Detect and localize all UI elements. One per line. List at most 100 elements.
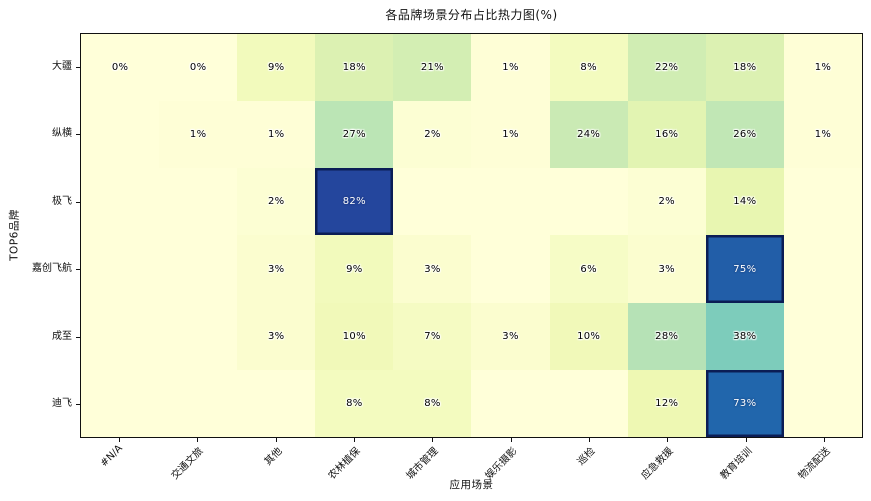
cell-annotation: 1% <box>502 62 519 74</box>
y-tick-label-0: 大疆 <box>52 60 72 72</box>
cell-annotation: 1% <box>189 129 207 141</box>
heatmap-cell-纵横-物流配送: 1% <box>783 101 862 169</box>
y-axis-title: TOP6品牌 <box>8 209 21 261</box>
cell-annotation: 9% <box>346 263 363 275</box>
heatmap-cell-大疆-农林植保: 18% <box>315 34 394 102</box>
cell-annotation: 3% <box>502 330 519 342</box>
heatmap-cell-迪飞-交通文旅 <box>159 369 238 437</box>
heatmap-cell-大疆-#N/A: 0% <box>81 34 160 102</box>
cell-annotation: 6% <box>580 263 597 275</box>
heatmap-cell-成至-物流配送 <box>783 302 862 370</box>
heatmap-cell-极飞-娱乐摄影 <box>471 168 550 236</box>
heatmap-cell-成至-巡检: 10% <box>549 302 628 370</box>
cell-annotation: 1% <box>502 129 519 141</box>
cell-annotation: 18% <box>342 62 366 74</box>
heatmap-cell-嘉创飞航-巡检: 6% <box>549 235 628 303</box>
y-tick-label-1: 纵横 <box>52 128 72 140</box>
x-tick-mark <box>510 438 512 442</box>
heatmap-cell-成至-应急救援: 28% <box>627 302 706 370</box>
heatmap-cell-嘉创飞航-#N/A <box>81 235 160 303</box>
heatmap-cell-极飞-农林植保: 82% <box>315 168 394 236</box>
cell-annotation: 1% <box>268 129 285 141</box>
heatmap-cell-大疆-交通文旅: 0% <box>159 34 238 102</box>
heatmap-cell-纵横-城市管理: 2% <box>393 101 472 169</box>
y-tick-label-4: 成至 <box>52 330 72 342</box>
y-tick-mark <box>76 336 80 338</box>
x-axis-title: 应用场景 <box>449 479 494 491</box>
cell-annotation: 28% <box>655 330 679 342</box>
heatmap-plot: 0% 0% 9% 18% 21% 1% 8% 22% 18% 1% 1% 1% 27% 2% 1% 24% 16… <box>80 33 863 438</box>
heatmap-cell-极飞-应急救援: 2% <box>627 168 706 236</box>
heatmap-cell-纵横-#N/A <box>81 101 160 169</box>
cell-annotation: 3% <box>424 263 441 275</box>
cell-annotation: 18% <box>733 62 757 74</box>
x-tick-mark <box>197 438 199 442</box>
heatmap-cell-迪飞-农林植保: 8% <box>315 369 394 437</box>
heatmap-cell-嘉创飞航-物流配送 <box>783 235 862 303</box>
x-tick-label-2: 其他 <box>262 445 285 468</box>
cell-annotation: 21% <box>420 62 444 74</box>
x-tick-mark <box>823 438 825 442</box>
heatmap-cell-嘉创飞航-教育培训: 75% <box>705 235 784 303</box>
cell-annotation: 1% <box>814 62 832 74</box>
heatmap-cell-大疆-其他: 9% <box>237 34 316 102</box>
cell-annotation: 16% <box>655 129 679 141</box>
x-tick-label-0: #N/A <box>98 443 125 470</box>
heatmap-cell-极飞-城市管理 <box>393 168 472 236</box>
heatmap-grid: 0% 0% 9% 18% 21% 1% 8% 22% 18% 1% 1% 1% 27% 2% 1% 24% 16… <box>81 34 862 437</box>
heatmap-cell-大疆-城市管理: 21% <box>393 34 472 102</box>
cell-annotation: 2% <box>424 129 441 141</box>
cell-annotation: 1% <box>814 129 832 141</box>
x-tick-mark <box>432 438 434 442</box>
heatmap-cell-嘉创飞航-交通文旅 <box>159 235 238 303</box>
heatmap-cell-纵横-应急救援: 16% <box>627 101 706 169</box>
y-tick-mark <box>76 269 80 271</box>
cell-annotation: 73% <box>733 397 757 409</box>
heatmap-cell-纵横-交通文旅: 1% <box>159 101 238 169</box>
heatmap-cell-大疆-巡检: 8% <box>549 34 628 102</box>
cell-annotation: 82% <box>342 196 366 208</box>
heatmap-cell-迪飞-教育培训: 73% <box>705 369 784 437</box>
heatmap-cell-纵横-娱乐摄影: 1% <box>471 101 550 169</box>
heatmap-cell-极飞-教育培训: 14% <box>705 168 784 236</box>
heatmap-cell-大疆-应急救援: 22% <box>627 34 706 102</box>
heatmap-cell-大疆-教育培训: 18% <box>705 34 784 102</box>
heatmap-cell-纵横-其他: 1% <box>237 101 316 169</box>
heatmap-cell-迪飞-其他 <box>237 369 316 437</box>
cell-annotation: 8% <box>424 397 441 409</box>
x-tick-mark <box>667 438 669 442</box>
y-tick-mark <box>76 134 80 136</box>
heatmap-cell-成至-农林植保: 10% <box>315 302 394 370</box>
heatmap-cell-纵横-农林植保: 27% <box>315 101 394 169</box>
heatmap-cell-极飞-交通文旅 <box>159 168 238 236</box>
y-tick-mark <box>76 404 80 406</box>
heatmap-cell-嘉创飞航-娱乐摄影 <box>471 235 550 303</box>
heatmap-cell-成至-娱乐摄影: 3% <box>471 302 550 370</box>
cell-annotation: 9% <box>268 62 285 74</box>
cell-annotation: 26% <box>733 129 757 141</box>
cell-annotation: 0% <box>189 62 207 74</box>
x-tick-mark <box>275 438 277 442</box>
y-tick-label-3: 嘉创飞航 <box>32 263 72 275</box>
y-tick-mark <box>76 66 80 68</box>
x-tick-mark <box>745 438 747 442</box>
heatmap-cell-嘉创飞航-城市管理: 3% <box>393 235 472 303</box>
heatmap-cell-纵横-教育培训: 26% <box>705 101 784 169</box>
cell-annotation: 3% <box>658 263 675 275</box>
heatmap-cell-成至-城市管理: 7% <box>393 302 472 370</box>
heatmap-cell-迪飞-巡检 <box>549 369 628 437</box>
x-tick-mark <box>119 438 121 442</box>
cell-annotation: 75% <box>733 263 757 275</box>
cell-annotation: 3% <box>268 330 285 342</box>
heatmap-cell-成至-教育培训: 38% <box>705 302 784 370</box>
heatmap-cell-嘉创飞航-农林植保: 9% <box>315 235 394 303</box>
heatmap-cell-嘉创飞航-应急救援: 3% <box>627 235 706 303</box>
y-tick-mark <box>76 201 80 203</box>
heatmap-cell-大疆-娱乐摄影: 1% <box>471 34 550 102</box>
heatmap-cell-迪飞-应急救援: 12% <box>627 369 706 437</box>
y-tick-label-5: 迪飞 <box>52 398 72 410</box>
cell-annotation: 10% <box>577 330 601 342</box>
heatmap-cell-嘉创飞航-其他: 3% <box>237 235 316 303</box>
heatmap-cell-纵横-巡检: 24% <box>549 101 628 169</box>
